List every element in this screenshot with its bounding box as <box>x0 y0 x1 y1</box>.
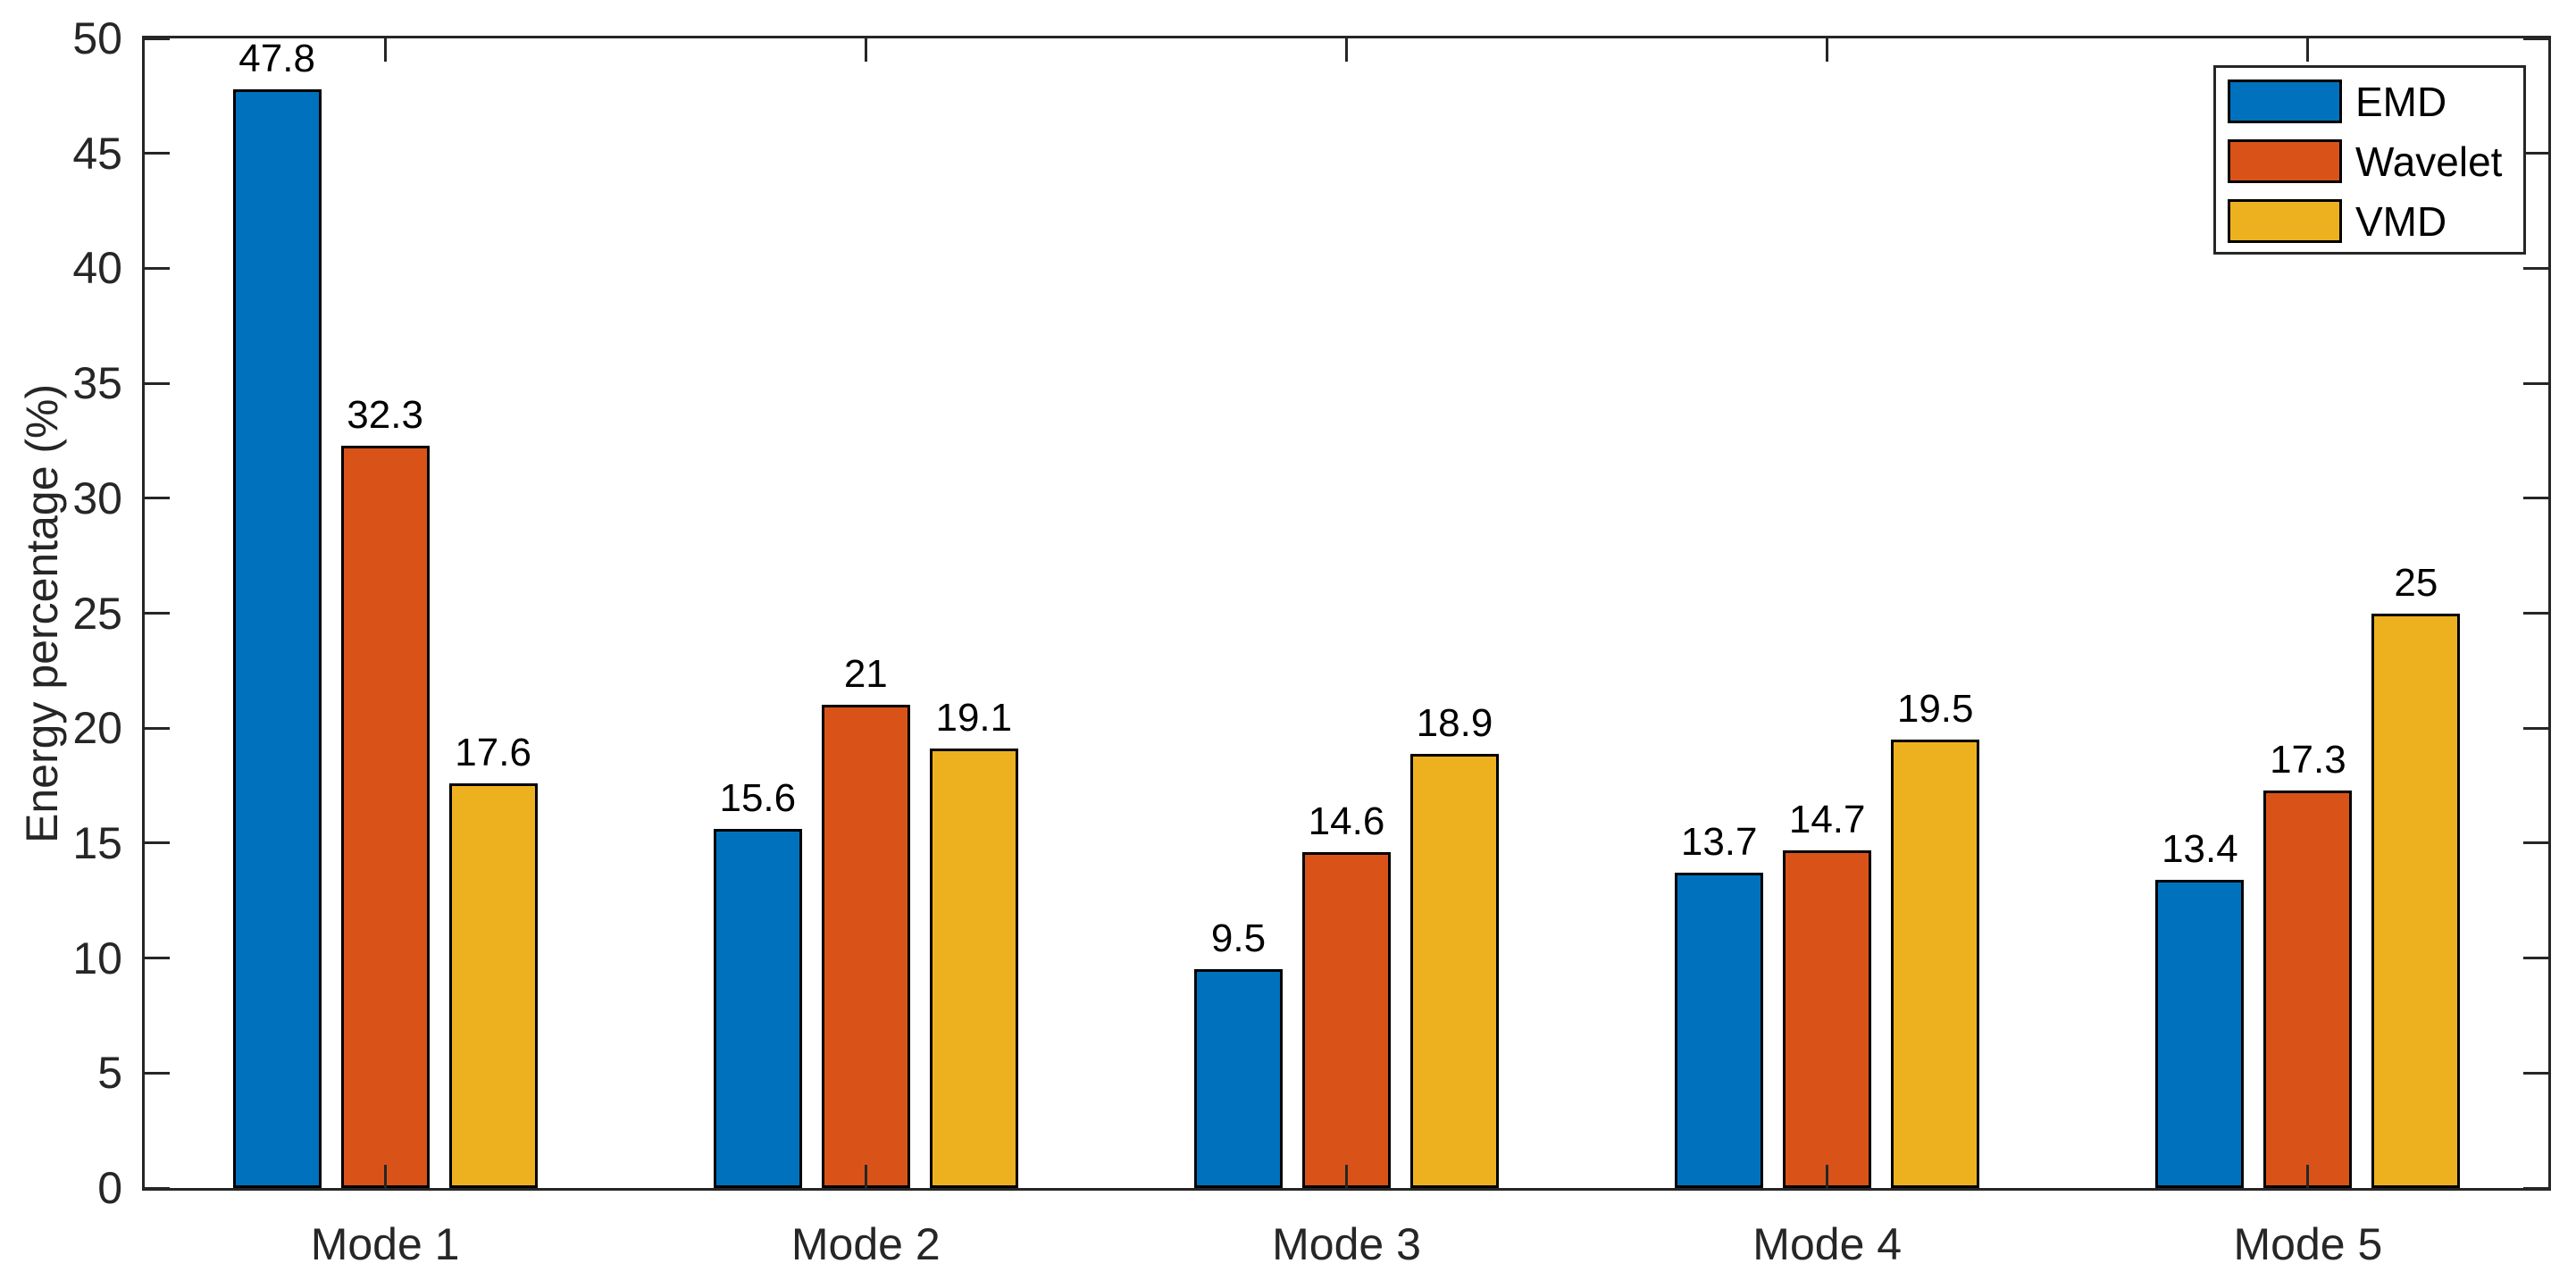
bar-value-label: 32.3 <box>347 392 423 437</box>
x-axis-tick-bottom <box>1826 1165 1829 1188</box>
bar-value-label: 25 <box>2394 560 2438 605</box>
bar-value-label: 13.7 <box>1680 820 1758 865</box>
x-category-label: Mode 5 <box>2233 1219 2383 1269</box>
x-category-label: Mode 4 <box>1752 1219 1903 1269</box>
legend-swatch-wavelet <box>2228 139 2342 183</box>
y-axis-tick-label: 10 <box>72 933 122 983</box>
bar-wavelet-mode-3 <box>1302 852 1391 1188</box>
bar-vmd-mode-3 <box>1410 753 1499 1188</box>
bar-wavelet-mode-5 <box>2263 790 2353 1188</box>
bar-value-label: 15.6 <box>719 776 797 821</box>
y-axis-tick-left <box>145 37 170 40</box>
bar-value-label: 21 <box>843 652 888 697</box>
y-axis-tick-left <box>145 497 170 500</box>
legend-entry-wavelet: Wavelet <box>2228 139 2523 183</box>
bar-value-label: 17.3 <box>2270 737 2346 782</box>
bar-wavelet-mode-4 <box>1783 849 1872 1188</box>
legend-label-vmd: VMD <box>2355 197 2447 245</box>
y-axis-tick-right <box>2523 152 2548 155</box>
y-axis-tick-left <box>145 612 170 615</box>
bar-vmd-mode-4 <box>1891 740 1980 1188</box>
y-axis-tick-right <box>2523 1071 2548 1075</box>
bar-vmd-mode-2 <box>929 749 1018 1188</box>
bar-emd-mode-2 <box>713 829 802 1188</box>
y-axis-tick-label: 15 <box>72 817 122 868</box>
bar-emd-mode-1 <box>232 88 322 1188</box>
bar-vmd-mode-1 <box>448 782 538 1188</box>
legend-entry-vmd: VMD <box>2228 199 2523 243</box>
bar-value-label: 18.9 <box>1416 700 1493 745</box>
y-axis-tick-left <box>145 152 170 155</box>
x-category-label: Mode 3 <box>1272 1219 1421 1269</box>
y-axis-tick-label: 25 <box>72 588 122 639</box>
y-axis-tick-left <box>145 1071 170 1075</box>
y-axis-tick-right <box>2523 37 2548 40</box>
x-axis-tick-bottom <box>2306 1165 2310 1188</box>
y-axis-tick-right <box>2523 266 2548 270</box>
bar-vmd-mode-5 <box>2371 613 2461 1188</box>
x-axis-tick-bottom <box>383 1165 387 1188</box>
y-axis-tick-left <box>145 381 170 385</box>
y-axis-tick-right <box>2523 726 2548 730</box>
y-axis-tick-label: 0 <box>97 1163 122 1213</box>
bar-emd-mode-5 <box>2155 880 2245 1188</box>
x-axis-tick-bottom <box>1345 1165 1348 1188</box>
y-axis-tick-right <box>2523 381 2548 385</box>
y-axis-tick-left <box>145 266 170 270</box>
bar-value-label: 13.4 <box>2162 827 2238 872</box>
bar-emd-mode-4 <box>1675 873 1764 1188</box>
legend: EMD Wavelet VMD <box>2213 65 2526 255</box>
y-axis-tick-left <box>145 726 170 730</box>
x-axis-tick-top <box>864 38 867 62</box>
bar-value-label: 9.5 <box>1210 916 1267 961</box>
bar-value-label: 19.1 <box>935 696 1013 740</box>
legend-entry-emd: EMD <box>2228 79 2523 123</box>
x-category-label: Mode 2 <box>790 1219 941 1269</box>
y-axis-tick-left <box>145 841 170 845</box>
legend-swatch-emd <box>2228 79 2342 123</box>
y-axis-tick-right <box>2523 841 2548 845</box>
bar-value-label: 47.8 <box>238 36 315 80</box>
legend-label-emd: EMD <box>2355 78 2447 125</box>
bar-wavelet-mode-2 <box>821 705 910 1188</box>
y-axis-tick-right <box>2523 957 2548 960</box>
y-axis-tick-label: 50 <box>72 13 122 63</box>
y-axis-tick-label: 20 <box>72 703 122 754</box>
plot-area: EMD Wavelet VMD 47.8 32.3 17.6 15.6 21 19.1 9.5 1… <box>142 36 2551 1191</box>
bar-value-label: 14.6 <box>1308 799 1385 844</box>
y-axis-tick-label: 5 <box>97 1048 122 1099</box>
y-axis-tick-left <box>145 1186 170 1190</box>
legend-swatch-vmd <box>2228 199 2342 243</box>
y-axis-tick-left <box>145 957 170 960</box>
y-axis-tick-label: 30 <box>72 473 122 523</box>
y-axis-tick-right <box>2523 612 2548 615</box>
legend-label-wavelet: Wavelet <box>2355 138 2503 185</box>
bar-value-label: 17.6 <box>455 730 531 774</box>
bar-wavelet-mode-1 <box>340 445 430 1188</box>
bar-emd-mode-3 <box>1194 969 1283 1188</box>
x-axis-tick-top <box>1345 38 1348 62</box>
bar-value-label: 14.7 <box>1788 797 1866 841</box>
y-axis-tick-right <box>2523 497 2548 500</box>
x-axis-tick-top <box>2306 38 2310 62</box>
y-axis-tick-right <box>2523 1186 2548 1190</box>
bar-value-label: 19.5 <box>1896 687 1974 732</box>
x-axis-tick-bottom <box>864 1165 867 1188</box>
y-axis-tick-label: 45 <box>72 128 122 179</box>
x-axis-tick-top <box>1826 38 1829 62</box>
x-category-label: Mode 1 <box>310 1219 460 1269</box>
y-axis-tick-label: 40 <box>72 243 122 294</box>
x-axis-tick-top <box>383 38 387 62</box>
y-axis-tick-label: 35 <box>72 358 122 409</box>
